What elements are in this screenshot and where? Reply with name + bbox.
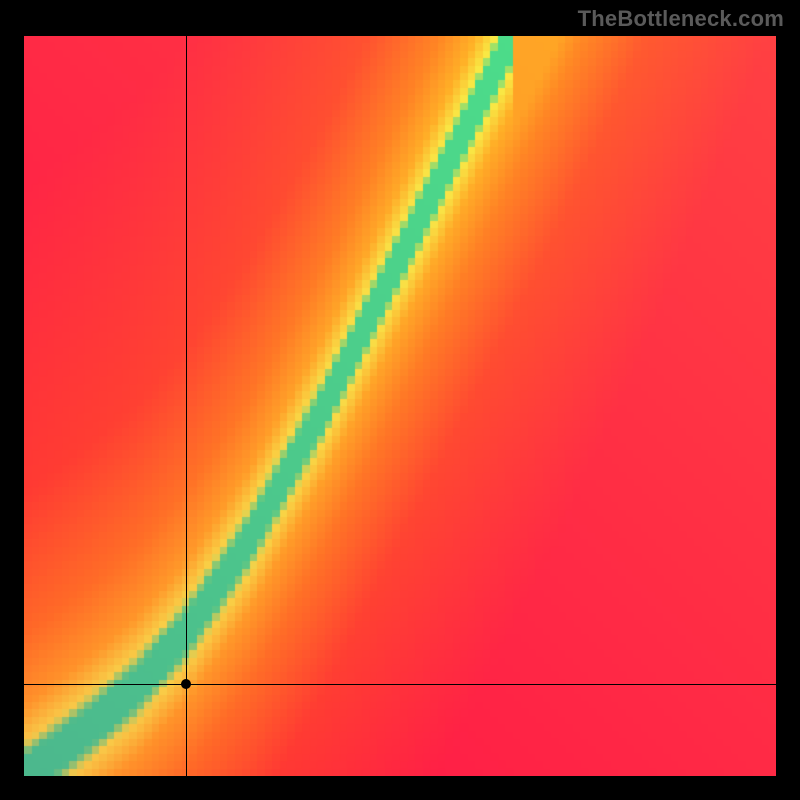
- bottleneck-heatmap: [24, 36, 776, 776]
- watermark-text: TheBottleneck.com: [578, 6, 784, 32]
- crosshair-horizontal: [24, 684, 776, 685]
- chart-container: TheBottleneck.com: [0, 0, 800, 800]
- crosshair-vertical: [186, 36, 187, 776]
- crosshair-marker: [181, 679, 191, 689]
